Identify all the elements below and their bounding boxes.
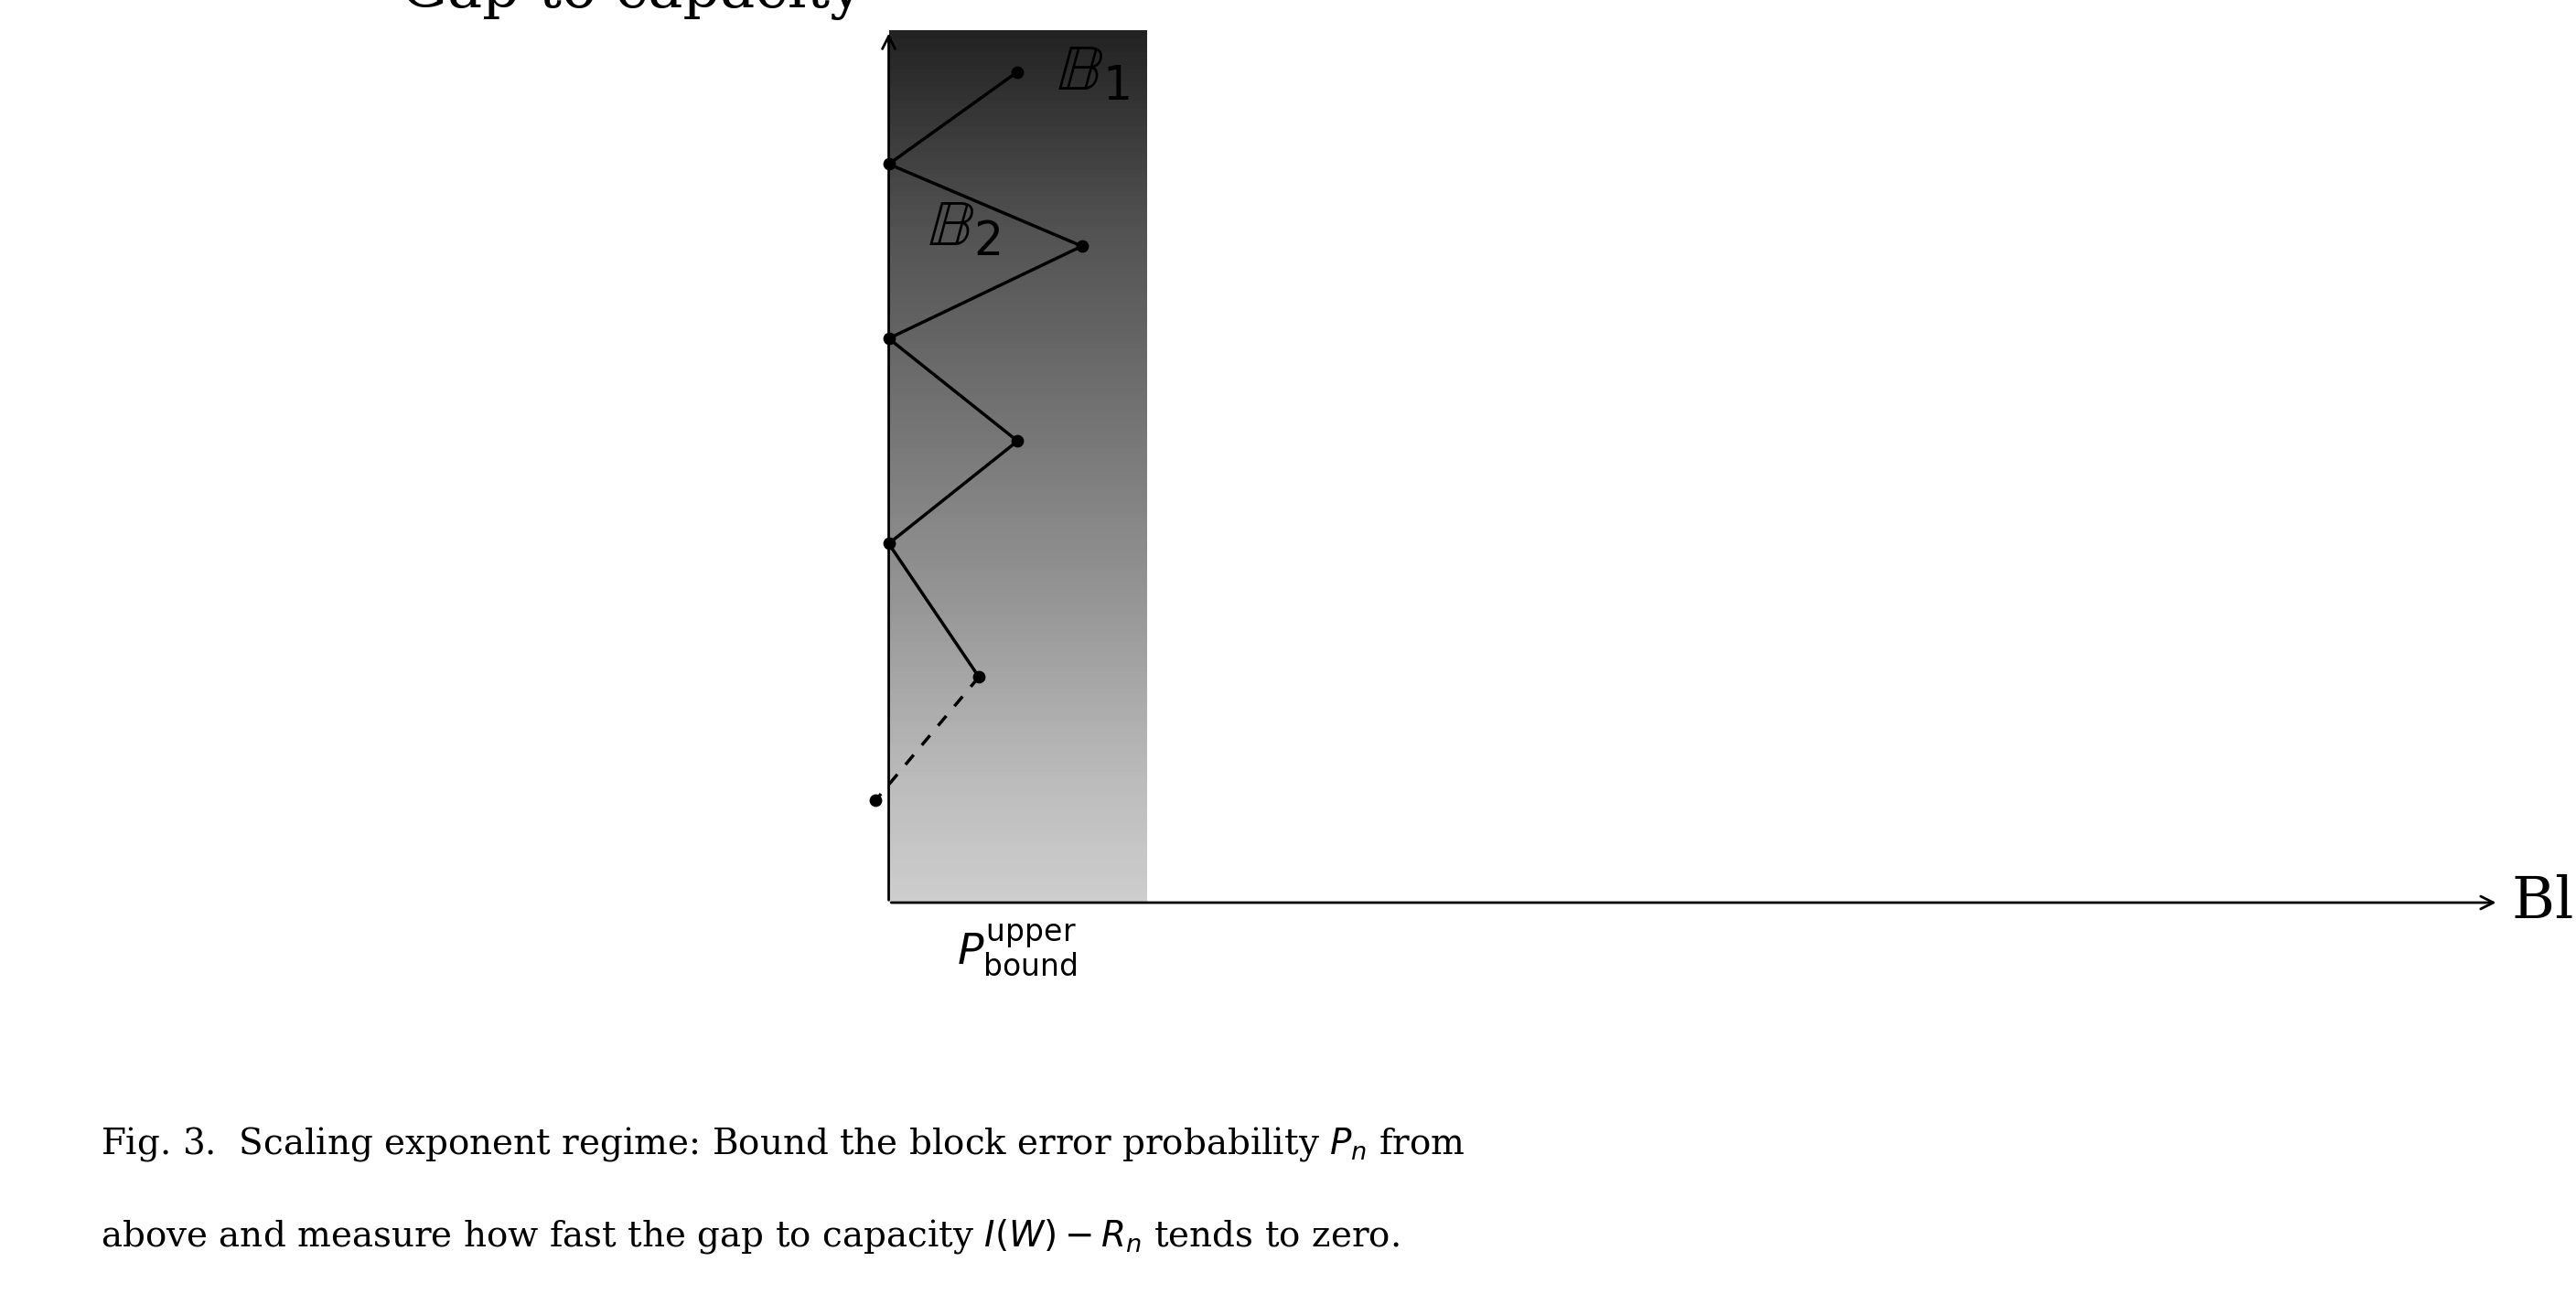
Text: $\mathbb{B}_1$: $\mathbb{B}_1$ xyxy=(1056,39,1128,104)
Text: $P_{\mathrm{bound}}^{\mathrm{upper}}$: $P_{\mathrm{bound}}^{\mathrm{upper}}$ xyxy=(958,923,1077,978)
Text: Gap to capacity: Gap to capacity xyxy=(402,0,863,21)
Point xyxy=(868,154,909,175)
Text: Block error probability: Block error probability xyxy=(2512,874,2576,931)
Point xyxy=(997,430,1038,451)
Text: Fig. 3.  Scaling exponent regime: Bound the block error probability $P_n$ from: Fig. 3. Scaling exponent regime: Bound t… xyxy=(100,1124,1466,1164)
Point xyxy=(997,62,1038,83)
Point xyxy=(868,533,909,554)
Text: $\mathbb{B}_2$: $\mathbb{B}_2$ xyxy=(927,195,999,259)
Point xyxy=(1061,235,1103,256)
Text: above and measure how fast the gap to capacity $I(W) - R_n$ tends to zero.: above and measure how fast the gap to ca… xyxy=(100,1216,1399,1256)
Point xyxy=(868,327,909,348)
Point xyxy=(855,789,896,810)
Point xyxy=(958,667,999,688)
